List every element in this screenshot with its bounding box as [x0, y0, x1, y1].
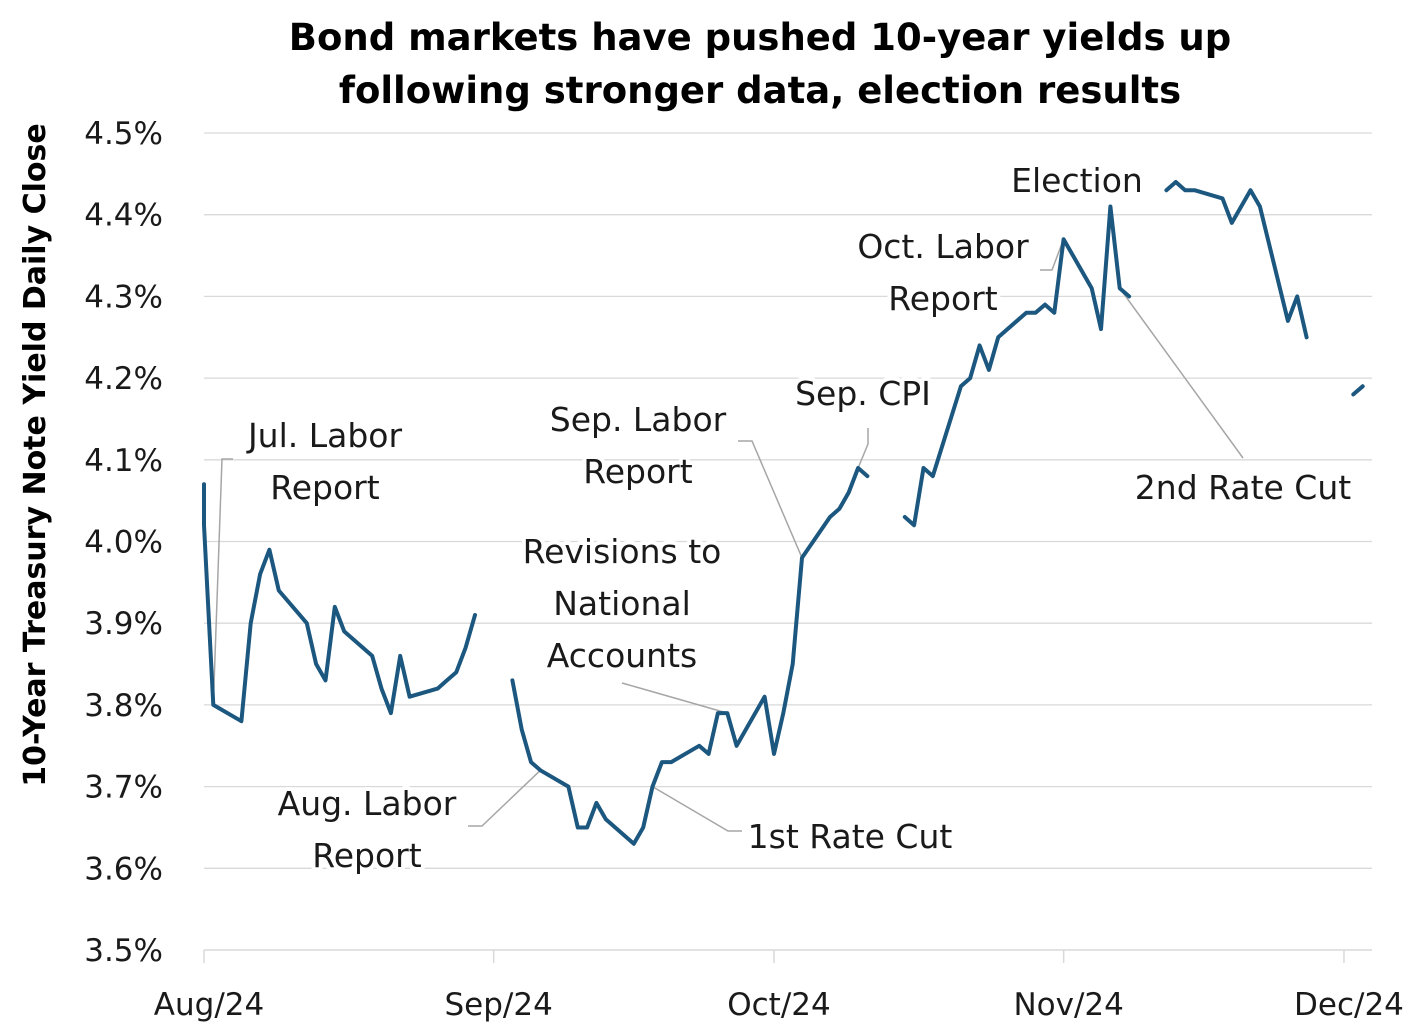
annotation-label: Oct. Labor [857, 227, 1029, 266]
series-lines [202, 180, 1365, 846]
annotation-leader [652, 785, 742, 832]
annotation-label-halo: Report [270, 468, 379, 507]
series-line-segment [510, 466, 870, 846]
x-axis: Aug/24 Sep/24 Oct/24 Nov/24 Dec/24 [154, 949, 1404, 1023]
chart-title-line-2: following stronger data, election result… [338, 68, 1182, 112]
annotation-label-halo: 2nd Rate Cut [1135, 468, 1351, 507]
annotation-label-halo: Sep. Labor [550, 400, 727, 439]
annotation-label-halo: Report [888, 279, 997, 318]
y-tick-label: 3.9% [84, 606, 163, 642]
series-line-segment [1164, 180, 1309, 340]
annotation-label: 1st Rate Cut [748, 817, 953, 856]
x-tick-label: Dec/24 [1294, 987, 1404, 1023]
annotation-label-halo: National [553, 584, 691, 623]
y-tick-label: 3.6% [84, 851, 163, 887]
annotation-label: Revisions to [523, 532, 722, 571]
series-line-segment [202, 482, 477, 724]
y-tick-label: 4.2% [84, 361, 163, 397]
annotation-label-halo: Oct. Labor [857, 227, 1029, 266]
annotation-leader [857, 428, 869, 469]
y-tick-label: 4.5% [84, 116, 163, 152]
annotation-label-halo: Aug. Labor [278, 784, 457, 823]
annotation-leader [738, 440, 803, 559]
annotation-label-halo: Report [583, 452, 692, 491]
annotation-label-halo: Jul. Labor [246, 416, 403, 455]
y-axis-label: 10-Year Treasury Note Yield Daily Close [18, 123, 53, 786]
chart-title: Bond markets have pushed 10-year yields … [150, 12, 1370, 117]
annotation-leader [1119, 287, 1244, 459]
y-tick-label: 3.7% [84, 770, 163, 806]
annotation-label: 2nd Rate Cut [1135, 468, 1351, 507]
y-tick-label: 4.0% [84, 525, 163, 561]
annotation-label: Sep. Labor [550, 400, 727, 439]
annotation-label-halo: Accounts [547, 636, 697, 675]
annotation-label: National [553, 584, 691, 623]
x-tick-label: Aug/24 [154, 987, 264, 1023]
annotation-label: Report [312, 836, 421, 875]
annotation-label: Aug. Labor [278, 784, 457, 823]
y-tick-label: 3.8% [84, 688, 163, 724]
annotation-label: Report [583, 452, 692, 491]
annotation-leader [1040, 238, 1065, 271]
annotation-leader [468, 769, 541, 827]
gridlines [204, 132, 1372, 869]
annotation-label: Report [888, 279, 997, 318]
x-tick-label: Nov/24 [1013, 987, 1123, 1023]
annotation-label: Accounts [547, 636, 697, 675]
annotation-leaders [212, 238, 1244, 832]
annotation-label-halo: Election [1011, 161, 1143, 200]
annotation-label: Report [270, 468, 379, 507]
annotation-leader [621, 682, 728, 714]
series-line-segment [1351, 384, 1365, 397]
annotation-label-halo: Sep. CPI [795, 374, 931, 413]
annotation-label-halo: Revisions to [523, 532, 722, 571]
series-line-segment [902, 204, 1132, 528]
x-tick-label: Oct/24 [727, 987, 831, 1023]
y-axis-ticks: 3.5% 3.6% 3.7% 3.8% 3.9% 4.0% 4.1% 4.2% 4.3% 4.4%… [84, 116, 163, 969]
y-tick-label: 4.4% [84, 198, 163, 234]
x-tick-label: Sep/24 [444, 987, 552, 1023]
y-tick-label: 3.5% [84, 933, 163, 969]
annotation-label: Jul. Labor [246, 416, 403, 455]
y-tick-label: 4.3% [84, 279, 163, 315]
annotation-label-halo: 1st Rate Cut [748, 817, 953, 856]
annotation-label-halo: Report [312, 836, 421, 875]
y-tick-label: 4.1% [84, 443, 163, 479]
annotation-leader [212, 458, 233, 705]
chart-title-line-1: Bond markets have pushed 10-year yields … [288, 16, 1232, 59]
annotation-label: Election [1011, 161, 1143, 200]
annotation-label: Sep. CPI [795, 374, 931, 413]
